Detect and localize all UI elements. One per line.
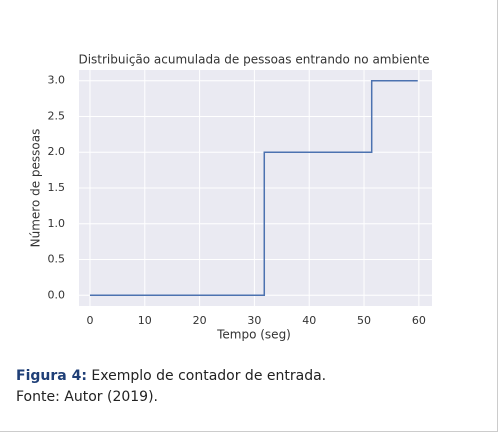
caption-line: Figura 4: Exemplo de contador de entrada… (16, 366, 326, 387)
y-tick-label: 0.0 (48, 288, 66, 301)
y-axis-label: Número de pessoas (29, 129, 43, 248)
y-tick-label: 3.0 (48, 74, 66, 87)
x-tick-label: 50 (357, 314, 371, 327)
y-tick-label: 2.5 (48, 109, 66, 122)
data-line (89, 79, 418, 297)
source-text: Autor (2019). (64, 389, 158, 405)
source-label: Fonte: (16, 389, 60, 405)
chart: Distribuição acumulada de pessoas entran… (29, 53, 432, 342)
x-tick-label: 10 (138, 314, 152, 327)
chart-title: Distribuição acumulada de pessoas entran… (78, 53, 429, 67)
x-tick-label: 30 (247, 314, 261, 327)
y-tick-label: 2.0 (48, 145, 66, 158)
caption-label: Figura 4: (16, 368, 87, 384)
source-line: Fonte: Autor (2019). (16, 387, 326, 408)
y-tick-label: 1.0 (48, 217, 66, 230)
caption-text: Exemplo de contador de entrada. (91, 368, 327, 384)
x-axis-label: Tempo (seg) (216, 328, 291, 342)
x-tick-label: 20 (193, 314, 207, 327)
y-tick-label: 1.5 (48, 181, 66, 194)
x-tick-label: 0 (86, 314, 93, 327)
x-tick-label: 60 (412, 314, 426, 327)
caption: Figura 4: Exemplo de contador de entrada… (16, 366, 326, 408)
y-tick-label: 0.5 (48, 253, 66, 266)
x-tick-label: 40 (302, 314, 316, 327)
